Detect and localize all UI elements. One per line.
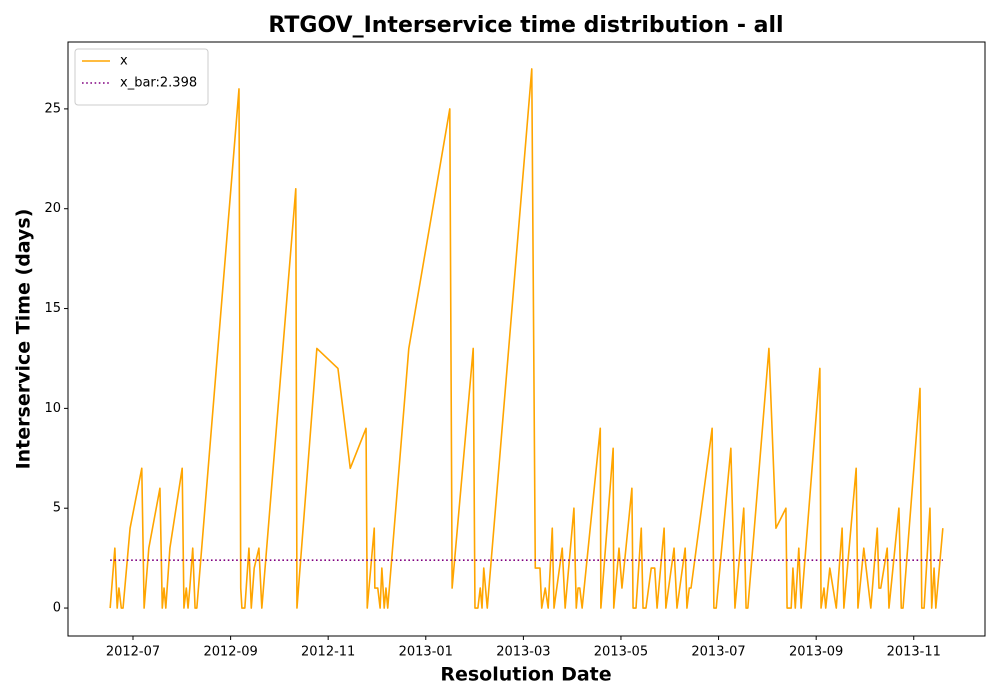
y-axis-label: Interservice Time (days) bbox=[13, 209, 35, 470]
y-tick-label: 25 bbox=[44, 101, 61, 116]
legend-box bbox=[74, 48, 209, 106]
y-tick-label: 15 bbox=[44, 301, 61, 316]
x-tick-label: 2012-07 bbox=[106, 645, 160, 660]
x-tick-label: 2013-01 bbox=[399, 645, 453, 660]
y-tick-label: 0 bbox=[53, 601, 61, 616]
x-tick-label: 2012-11 bbox=[301, 645, 355, 660]
y-tick-label: 20 bbox=[44, 201, 61, 216]
series-line bbox=[109, 68, 944, 609]
chart-title: RTGOV_Interservice time distribution - a… bbox=[268, 13, 783, 38]
x-tick-label: 2012-09 bbox=[203, 645, 257, 660]
x-axis-label: Resolution Date bbox=[440, 664, 611, 686]
legend-label: x bbox=[120, 54, 128, 69]
x-tick-label: 2013-05 bbox=[594, 645, 648, 660]
plot-frame bbox=[67, 41, 986, 637]
x-tick-label: 2013-07 bbox=[691, 645, 745, 660]
x-tick-label: 2013-09 bbox=[789, 645, 843, 660]
y-tick-label: 5 bbox=[53, 501, 61, 516]
legend-label: x_bar:2.398 bbox=[120, 76, 197, 91]
x-tick-label: 2013-03 bbox=[496, 645, 550, 660]
y-tick-label: 10 bbox=[44, 401, 61, 416]
legend: x x_bar:2.398 bbox=[74, 48, 209, 106]
x-tick-label: 2013-11 bbox=[887, 645, 941, 660]
